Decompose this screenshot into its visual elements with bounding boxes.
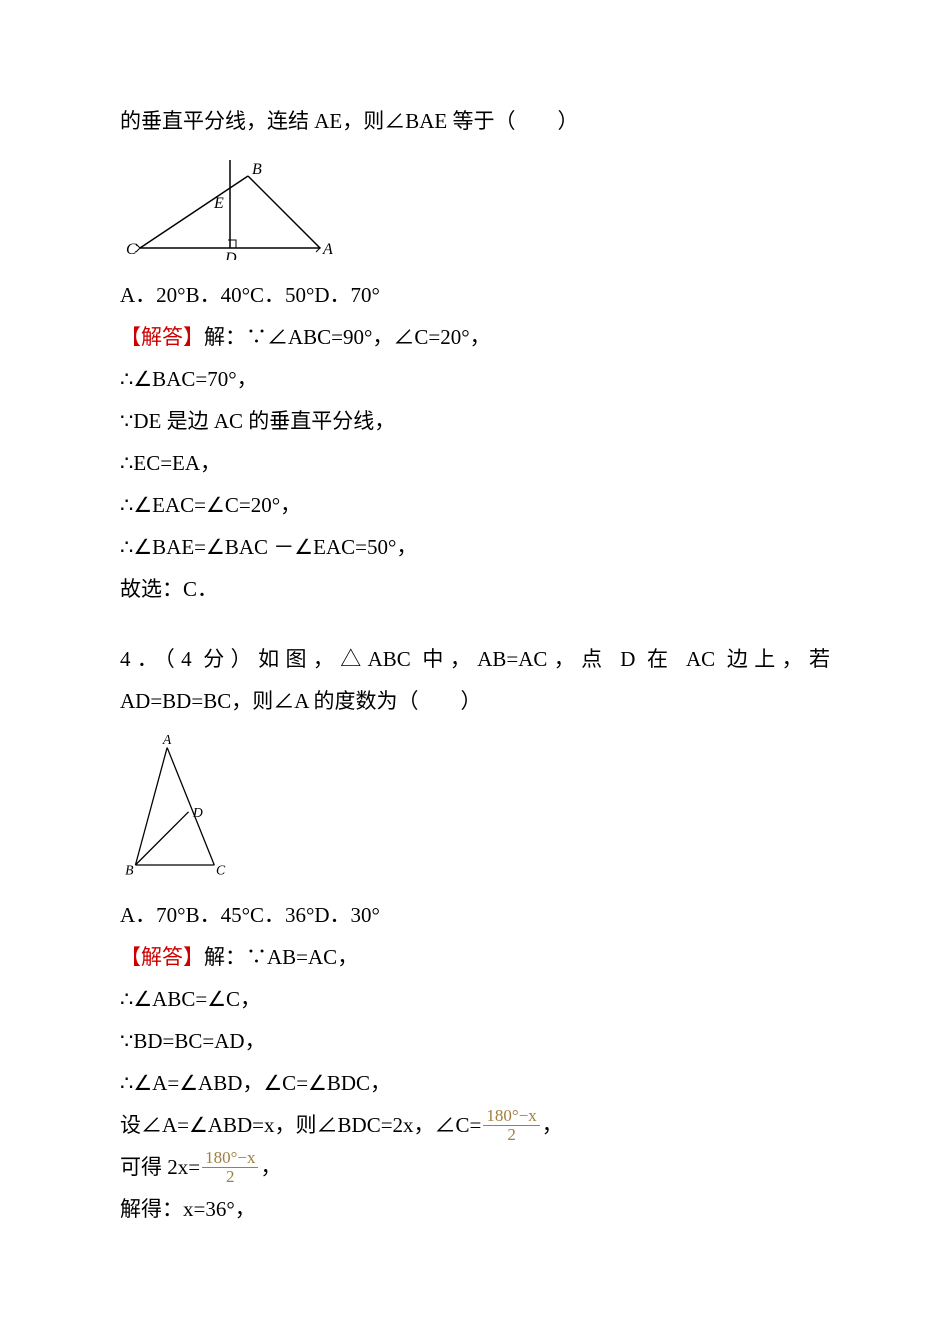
- fraction-2: 180°−x2: [200, 1149, 260, 1186]
- svg-text:A: A: [162, 732, 172, 747]
- q3-sol-1-text: 解：∵∠ABC=90°，∠C=20°，: [204, 325, 491, 349]
- svg-text:D: D: [224, 250, 237, 260]
- svg-text:B: B: [125, 862, 134, 877]
- q4-sol-7: 解得：x=36°，: [120, 1188, 830, 1230]
- q3-sol-1: 【解答】解：∵∠ABC=90°，∠C=20°，: [120, 316, 830, 358]
- q4-sol-4: ∴∠A=∠ABD，∠C=∠BDC，: [120, 1062, 830, 1104]
- q3-sol-3: ∵DE 是边 AC 的垂直平分线，: [120, 400, 830, 442]
- frac-den: 2: [483, 1126, 539, 1144]
- q4-options: A．70°B．45°C．36°D．30°: [120, 894, 830, 936]
- q4-sol-3: ∵BD=BC=AD，: [120, 1020, 830, 1062]
- q4-sol-5: 设∠A=∠ABD=x，则∠BDC=2x，∠C=180°−x2，: [120, 1104, 830, 1146]
- svg-text:B: B: [252, 161, 262, 178]
- q4-sol-5a: 设∠A=∠ABD=x，则∠BDC=2x，∠C=: [120, 1113, 481, 1137]
- q4-sol-6b: ，: [260, 1155, 281, 1179]
- frac-num: 180°−x: [202, 1149, 258, 1168]
- answer-label: 【解答】: [120, 945, 204, 969]
- q4-sol-1-text: 解：∵AB=AC，: [204, 945, 358, 969]
- q3-sol-6: ∴∠BAE=∠BAC －∠EAC=50°，: [120, 526, 830, 568]
- q3-sol-4: ∴EC=EA，: [120, 442, 830, 484]
- q4-sol-5b: ，: [542, 1113, 563, 1137]
- q3-prompt: 的垂直平分线，连结 AE，则∠BAE 等于（ ）: [120, 100, 830, 142]
- q3-sol-2: ∴∠BAC=70°，: [120, 358, 830, 400]
- frac-num: 180°−x: [483, 1107, 539, 1126]
- svg-text:C: C: [216, 862, 226, 877]
- q3-figure: B E A C D: [120, 150, 830, 260]
- svg-text:E: E: [213, 195, 224, 212]
- q4-sol-6a: 可得 2x=: [120, 1155, 200, 1179]
- q3-sol-5: ∴∠EAC=∠C=20°，: [120, 484, 830, 526]
- q3-sol-7: 故选：C．: [120, 568, 830, 610]
- frac-den: 2: [202, 1168, 258, 1186]
- q4-sol-6: 可得 2x=180°−x2，: [120, 1146, 830, 1188]
- svg-text:A: A: [322, 241, 333, 258]
- q4-sol-1: 【解答】解：∵AB=AC，: [120, 936, 830, 978]
- answer-label: 【解答】: [120, 325, 204, 349]
- svg-text:C: C: [126, 241, 137, 258]
- fraction-1: 180°−x2: [481, 1107, 541, 1144]
- q4-prompt-1: 4．（4 分）如图，△ABC 中，AB=AC，点 D 在 AC 边上，若: [120, 638, 830, 680]
- svg-text:D: D: [192, 805, 203, 820]
- q3-options: A．20°B．40°C．50°D．70°: [120, 274, 830, 316]
- q4-figure: A D B C: [120, 730, 830, 880]
- q4-sol-2: ∴∠ABC=∠C，: [120, 978, 830, 1020]
- q4-prompt-2: AD=BD=BC，则∠A 的度数为（ ）: [120, 680, 830, 722]
